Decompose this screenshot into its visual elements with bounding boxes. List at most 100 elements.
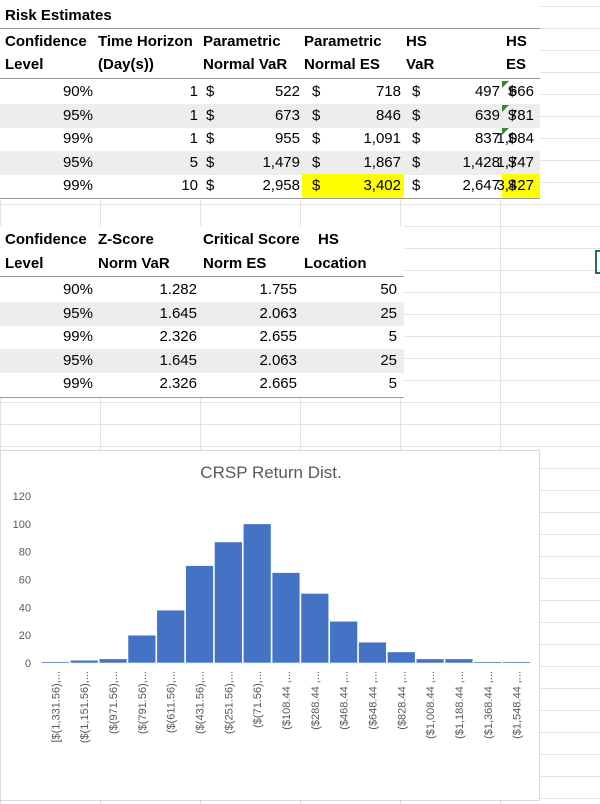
zscore-cell[interactable]: 1.645 [159, 304, 197, 322]
risk-table-title[interactable]: Risk Estimates [5, 7, 112, 24]
score-header-norm-var[interactable]: Norm VaR [98, 255, 170, 272]
hs-var-cell[interactable]: 837 [474, 130, 500, 147]
header-time-horizon[interactable]: Time Horizon [98, 33, 193, 50]
histogram-bar[interactable] [300, 593, 330, 664]
histogram-bar[interactable] [127, 634, 157, 664]
zscore-cell[interactable]: 2.326 [159, 375, 197, 392]
error-flag-icon[interactable] [502, 104, 509, 112]
score-header-norm-es[interactable]: Norm ES [203, 255, 267, 272]
location-cell[interactable]: 25 [380, 351, 397, 369]
conf-cell[interactable]: 95% [62, 106, 93, 124]
score-header-level[interactable]: Level [5, 255, 44, 272]
score-conf-cell[interactable]: 99% [62, 328, 93, 345]
currency-symbol: $ [508, 83, 517, 100]
days-cell[interactable]: 1 [189, 130, 198, 147]
score-header-location[interactable]: Location [304, 255, 367, 272]
hs-es-cell[interactable]: 666 [508, 83, 534, 100]
critical-cell[interactable]: 1.755 [259, 281, 297, 298]
x-tick-label: ($828.44 ,... [396, 671, 408, 730]
hs-es-cell[interactable]: 1,747 [496, 153, 534, 171]
currency-symbol: $ [312, 106, 321, 124]
currency-symbol: $ [206, 177, 215, 194]
conf-cell[interactable]: 99% [62, 130, 93, 147]
histogram-bar[interactable] [156, 609, 185, 664]
param-var-cell[interactable]: 1,479 [262, 153, 300, 171]
param-var-cell[interactable]: 955 [274, 130, 300, 147]
param-es-cell[interactable]: 1,091 [363, 130, 401, 147]
location-cell[interactable]: 25 [380, 304, 397, 322]
param-es-cell[interactable]: 846 [375, 106, 401, 124]
currency-symbol: $ [206, 106, 215, 124]
histogram-chart[interactable]: CRSP Return Dist. 0 20 40 60 80 100 120 [$(1,33… [0, 450, 540, 801]
histogram-bar[interactable] [271, 572, 301, 664]
zscore-cell[interactable]: 1.282 [159, 281, 197, 298]
header-es[interactable]: ES [506, 56, 527, 73]
days-cell[interactable]: 10 [181, 177, 198, 194]
score-header-hs[interactable]: HS [318, 231, 339, 248]
param-var-cell[interactable]: 673 [274, 106, 300, 124]
days-cell[interactable]: 5 [189, 153, 198, 171]
param-var-cell[interactable]: 522 [274, 83, 300, 100]
conf-cell[interactable]: 95% [62, 153, 93, 171]
hs-var-cell[interactable]: 497 [474, 83, 500, 100]
histogram-bar[interactable] [444, 658, 474, 664]
score-header-critical[interactable]: Critical Score [203, 231, 300, 248]
error-flag-icon[interactable] [502, 128, 509, 135]
param-es-cell[interactable]: 718 [375, 83, 401, 100]
location-cell[interactable]: 5 [388, 328, 397, 345]
location-cell[interactable]: 5 [388, 375, 397, 392]
header-days[interactable]: (Day(s)) [98, 56, 154, 73]
hs-var-cell[interactable]: 2,647 [462, 177, 500, 194]
histogram-bar[interactable] [473, 661, 502, 664]
header-normal-es[interactable]: Normal ES [304, 56, 380, 73]
header-level[interactable]: Level [5, 56, 44, 73]
risk-row: 95% 5 $1,479 $1,867 $1,428 $1,747 [0, 150, 540, 175]
histogram-bar[interactable] [415, 658, 445, 664]
conf-cell[interactable]: 99% [62, 177, 93, 194]
header-confidence[interactable]: Confidence [5, 33, 87, 50]
header-hs-es[interactable]: HS [506, 33, 527, 50]
histogram-bar[interactable] [214, 541, 243, 664]
conf-cell[interactable]: 90% [62, 83, 93, 100]
days-cell[interactable]: 1 [189, 83, 198, 100]
zscore-cell[interactable]: 1.645 [159, 351, 197, 369]
header-parametric-es[interactable]: Parametric [304, 33, 382, 50]
x-tick-label: ($1,548.44 ,... [512, 671, 524, 739]
param-var-cell[interactable]: 2,958 [262, 177, 300, 194]
score-conf-cell[interactable]: 99% [62, 375, 93, 392]
histogram-bar[interactable] [242, 523, 272, 664]
histogram-bar[interactable] [502, 661, 531, 664]
x-tick-label: ($(971.56),... [108, 671, 120, 734]
hs-var-cell[interactable]: 639 [474, 106, 500, 124]
hs-es-cell[interactable]: 781 [508, 106, 534, 124]
location-cell[interactable]: 50 [380, 281, 397, 298]
score-conf-cell[interactable]: 95% [62, 351, 93, 369]
hs-es-cell[interactable]: 3,427 [496, 177, 534, 194]
zscore-cell[interactable]: 2.326 [159, 328, 197, 345]
header-var[interactable]: VaR [406, 56, 435, 73]
critical-cell[interactable]: 2.655 [259, 328, 297, 345]
histogram-bar[interactable] [70, 659, 99, 664]
error-flag-icon[interactable] [502, 81, 509, 88]
histogram-bar[interactable] [329, 620, 358, 664]
critical-cell[interactable]: 2.063 [259, 351, 297, 369]
histogram-bar[interactable] [41, 661, 70, 664]
header-parametric-var[interactable]: Parametric [203, 33, 281, 50]
param-es-cell[interactable]: 3,402 [363, 177, 401, 194]
score-conf-cell[interactable]: 95% [62, 304, 93, 322]
histogram-bar[interactable] [185, 565, 214, 664]
histogram-bar[interactable] [387, 651, 416, 664]
histogram-bar[interactable] [98, 658, 128, 664]
param-es-cell[interactable]: 1,867 [363, 153, 401, 171]
histogram-bar[interactable] [358, 641, 387, 664]
score-header-confidence[interactable]: Confidence [5, 231, 87, 248]
hs-var-cell[interactable]: 1,428 [462, 153, 500, 171]
header-hs-var[interactable]: HS [406, 33, 427, 50]
header-normal-var[interactable]: Normal VaR [203, 56, 288, 73]
selected-cell[interactable] [595, 250, 600, 274]
score-conf-cell[interactable]: 90% [62, 281, 93, 298]
critical-cell[interactable]: 2.063 [259, 304, 297, 322]
critical-cell[interactable]: 2.665 [259, 375, 297, 392]
days-cell[interactable]: 1 [189, 106, 198, 124]
score-header-zscore[interactable]: Z-Score [98, 231, 154, 248]
